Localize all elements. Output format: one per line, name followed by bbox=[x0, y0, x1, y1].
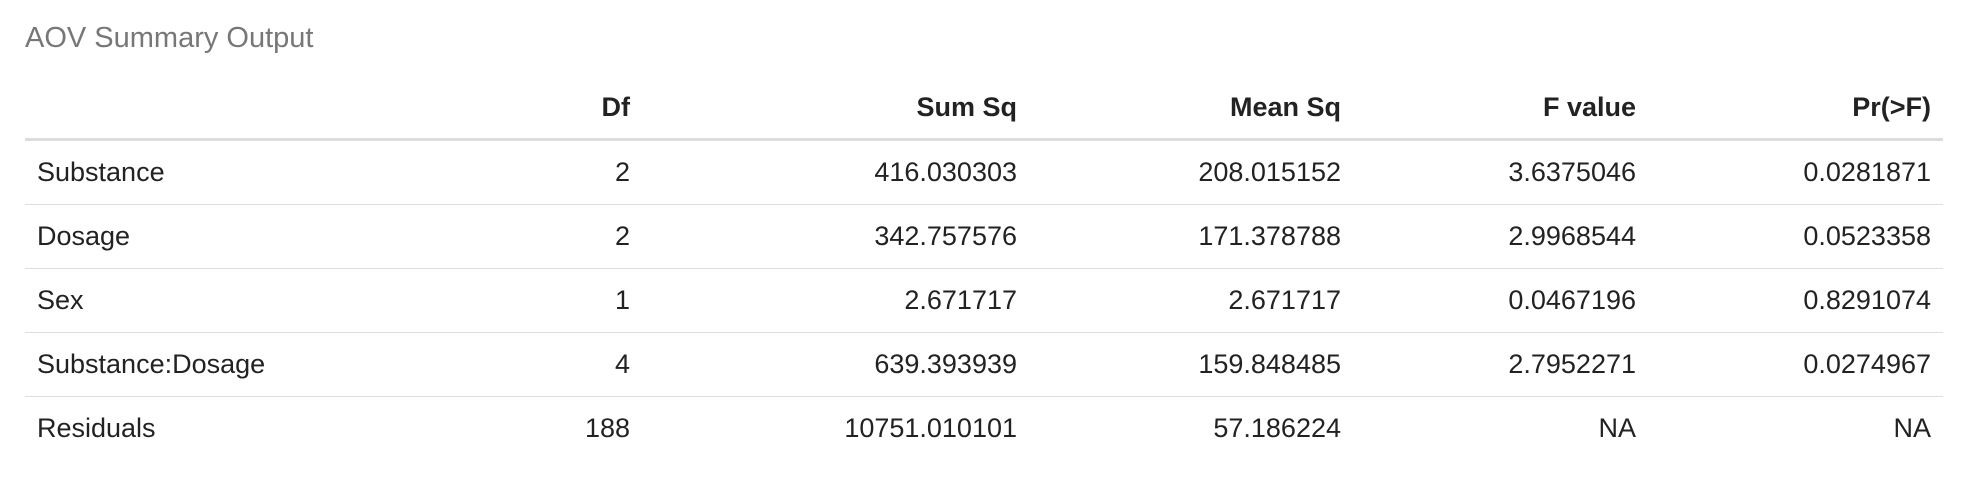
header-p-value: Pr(>F) bbox=[1648, 76, 1943, 141]
row-label: Dosage bbox=[25, 204, 485, 269]
row-label: Substance:Dosage bbox=[25, 332, 485, 397]
aov-summary-table: Df Sum Sq Mean Sq F value Pr(>F) Substan… bbox=[25, 76, 1943, 460]
cell-mean-sq: 171.378788 bbox=[1029, 204, 1353, 269]
cell-f-value: NA bbox=[1598, 413, 1636, 443]
table-row: Substance 2 416.030303 208.015152 3.6375… bbox=[25, 139, 1943, 205]
row-label: Residuals bbox=[37, 413, 156, 443]
cell-df: 2 bbox=[485, 139, 642, 205]
header-sum-sq: Sum Sq bbox=[642, 76, 1029, 141]
cell-mean-sq: 208.015152 bbox=[1029, 139, 1353, 205]
cell-p-value: 0.0281871 bbox=[1648, 139, 1943, 205]
cell-f-value: 2.7952271 bbox=[1353, 332, 1648, 397]
cell-mean-sq: 57.186224 bbox=[1213, 413, 1341, 443]
row-label: Sex bbox=[25, 268, 485, 333]
cell-sum-sq: 342.757576 bbox=[642, 204, 1029, 269]
header-rowname bbox=[25, 76, 485, 141]
cell-df: 1 bbox=[485, 268, 642, 333]
header-row: Df Sum Sq Mean Sq F value Pr(>F) bbox=[25, 76, 1943, 141]
header-f-value: F value bbox=[1353, 76, 1648, 141]
cell-sum-sq: 10751.010101 bbox=[844, 413, 1017, 443]
table-row: Sex 1 2.671717 2.671717 0.0467196 0.8291… bbox=[25, 268, 1943, 333]
cell-df: 4 bbox=[485, 332, 642, 397]
cell-f-value: 3.6375046 bbox=[1353, 139, 1648, 205]
cell-p-value: 0.0523358 bbox=[1648, 204, 1943, 269]
cell-f-value: 0.0467196 bbox=[1353, 268, 1648, 333]
row-label: Substance bbox=[25, 139, 485, 205]
cell-mean-sq: 2.671717 bbox=[1029, 268, 1353, 333]
cell-sum-sq: 416.030303 bbox=[642, 139, 1029, 205]
table-row: Residuals 188 10751.010101 57.186224 NA … bbox=[25, 397, 1943, 461]
cell-df: 2 bbox=[485, 204, 642, 269]
header-df: Df bbox=[485, 76, 642, 141]
cell-f-value: 2.9968544 bbox=[1353, 204, 1648, 269]
cell-df: 188 bbox=[584, 413, 630, 443]
cell-p-value: NA bbox=[1893, 413, 1931, 443]
header-mean-sq: Mean Sq bbox=[1029, 76, 1353, 141]
cell-mean-sq: 159.848485 bbox=[1029, 332, 1353, 397]
cell-sum-sq: 639.393939 bbox=[642, 332, 1029, 397]
cell-p-value: 0.0274967 bbox=[1648, 332, 1943, 397]
table-row: Dosage 2 342.757576 171.378788 2.9968544… bbox=[25, 204, 1943, 269]
table-caption: AOV Summary Output bbox=[25, 22, 314, 54]
cell-p-value: 0.8291074 bbox=[1648, 268, 1943, 333]
cell-sum-sq: 2.671717 bbox=[642, 268, 1029, 333]
table-row: Substance:Dosage 4 639.393939 159.848485… bbox=[25, 332, 1943, 397]
